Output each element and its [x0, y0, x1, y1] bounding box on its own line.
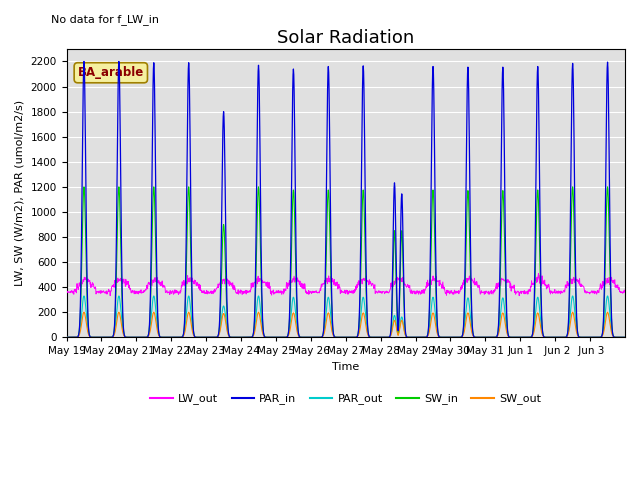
PAR_in	[80, 59, 88, 64]
SW_out	[150, 310, 158, 315]
LW_out	[106, 293, 114, 299]
SW_out	[477, 335, 485, 340]
SW_in	[477, 335, 485, 340]
PAR_in	[614, 335, 621, 340]
LW_out	[321, 277, 328, 283]
Text: No data for f_LW_in: No data for f_LW_in	[51, 14, 159, 25]
LW_out	[63, 288, 70, 294]
LW_out	[560, 288, 568, 294]
Y-axis label: LW, SW (W/m2), PAR (umol/m2/s): LW, SW (W/m2), PAR (umol/m2/s)	[15, 100, 25, 286]
SW_in	[614, 335, 621, 340]
Legend: LW_out, PAR_in, PAR_out, SW_in, SW_out: LW_out, PAR_in, PAR_out, SW_in, SW_out	[146, 389, 546, 409]
Line: PAR_out: PAR_out	[67, 296, 625, 337]
SW_in	[63, 335, 70, 340]
LW_out	[621, 289, 628, 295]
PAR_in	[332, 335, 339, 340]
PAR_out	[621, 335, 628, 340]
SW_out	[559, 335, 567, 340]
PAR_in	[559, 335, 567, 340]
SW_out	[614, 335, 621, 340]
PAR_out	[80, 293, 88, 299]
LW_out	[332, 283, 339, 288]
SW_out	[80, 309, 88, 315]
Line: PAR_in: PAR_in	[67, 61, 625, 337]
LW_out	[150, 277, 158, 283]
Line: SW_in: SW_in	[67, 187, 625, 337]
SW_out	[321, 328, 328, 334]
PAR_in	[621, 335, 628, 340]
PAR_in	[477, 335, 485, 340]
LW_out	[614, 285, 622, 291]
SW_out	[63, 335, 70, 340]
PAR_out	[321, 324, 328, 330]
PAR_out	[63, 335, 70, 340]
X-axis label: Time: Time	[332, 362, 360, 372]
Line: SW_out: SW_out	[67, 312, 625, 337]
PAR_in	[150, 66, 158, 72]
PAR_out	[614, 335, 621, 340]
SW_out	[621, 335, 628, 340]
Title: Solar Radiation: Solar Radiation	[277, 29, 414, 48]
PAR_out	[332, 334, 339, 340]
PAR_in	[321, 303, 328, 309]
PAR_out	[150, 294, 158, 300]
PAR_out	[559, 335, 567, 340]
SW_in	[321, 311, 328, 317]
PAR_in	[63, 335, 70, 340]
SW_in	[621, 335, 628, 340]
SW_in	[150, 187, 158, 192]
SW_in	[332, 334, 339, 340]
SW_out	[332, 334, 339, 340]
SW_in	[559, 335, 567, 340]
Text: BA_arable: BA_arable	[77, 66, 144, 79]
PAR_out	[477, 335, 485, 340]
Line: LW_out: LW_out	[67, 274, 625, 296]
SW_in	[80, 184, 88, 190]
LW_out	[534, 271, 542, 276]
LW_out	[477, 288, 485, 294]
